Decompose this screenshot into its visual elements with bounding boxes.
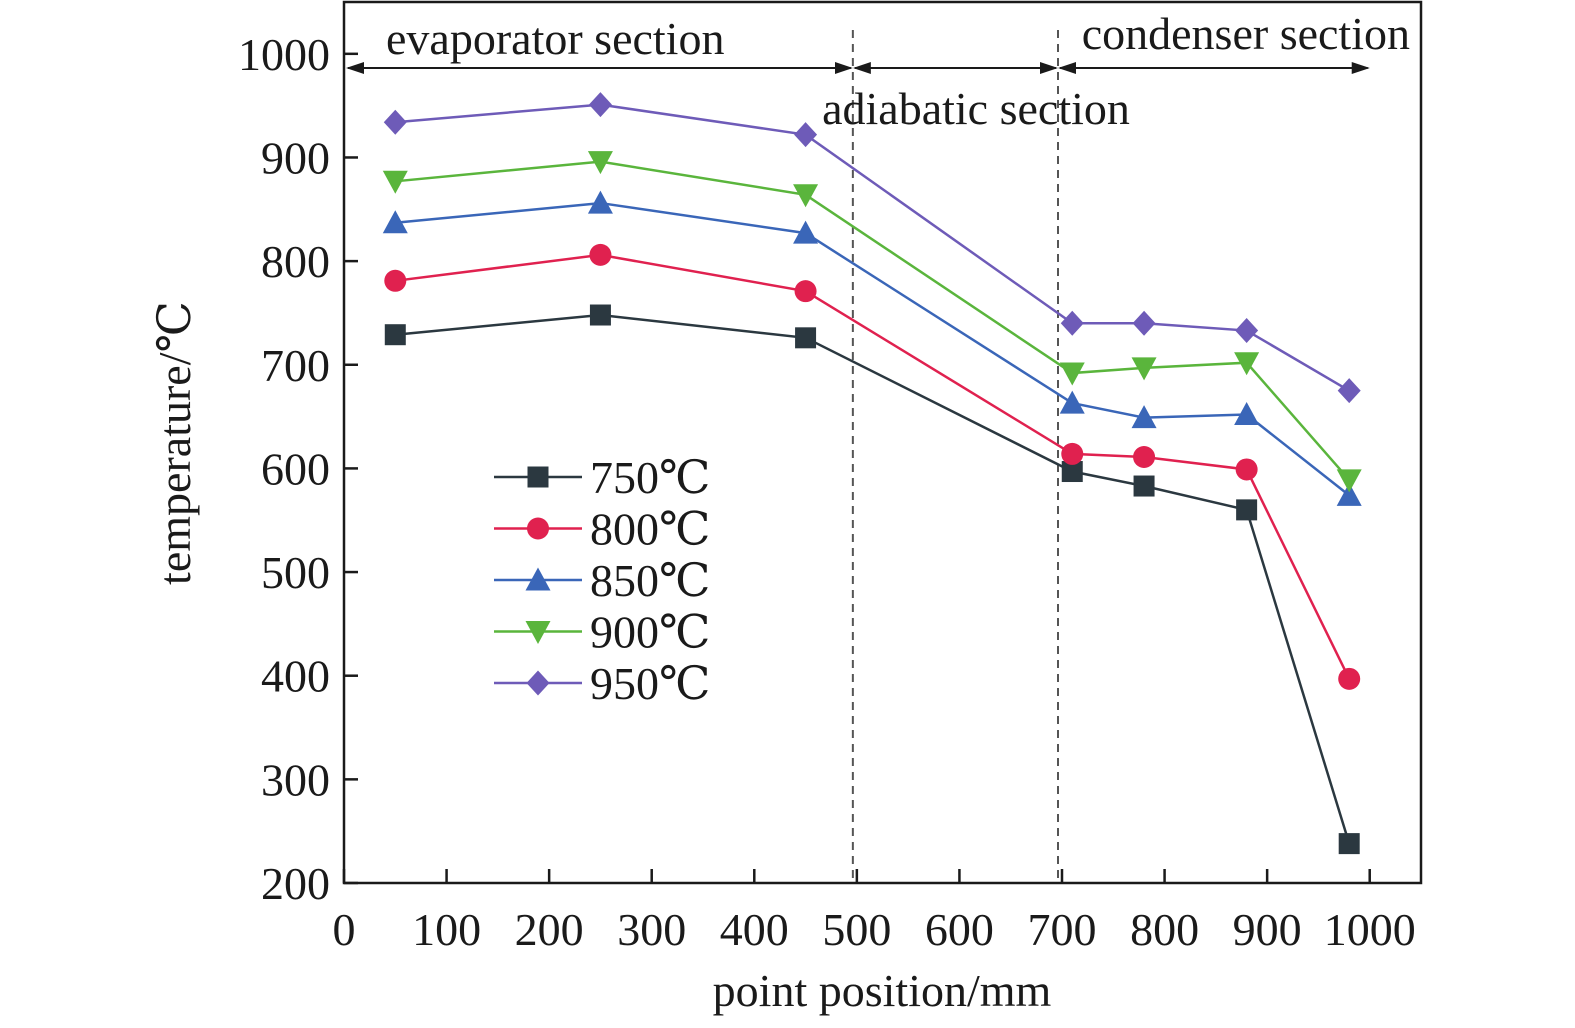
section-label: condenser section	[1082, 8, 1410, 59]
data-point	[794, 280, 817, 303]
legend-marker	[527, 517, 549, 540]
data-point	[1235, 318, 1259, 344]
data-point	[1061, 461, 1083, 483]
legend-label: 750℃	[590, 452, 710, 503]
legend-label: 850℃	[590, 555, 710, 606]
y-tick-label: 700	[261, 340, 330, 391]
legend-marker	[527, 466, 549, 488]
x-tick-label: 500	[822, 904, 891, 955]
x-tick-label: 600	[925, 904, 994, 955]
data-point	[1336, 482, 1362, 506]
legend-marker	[525, 621, 551, 644]
x-axis-title: point position/mm	[713, 965, 1052, 1016]
series-line-4	[395, 103, 1350, 392]
data-point	[587, 151, 613, 175]
x-tick-label: 700	[1028, 904, 1097, 955]
x-tick-label: 100	[412, 904, 481, 955]
y-axis: 200 300 400 500 600 700 800 900 1000	[238, 29, 358, 909]
data-point	[1336, 469, 1362, 493]
y-tick-label: 300	[261, 754, 330, 805]
data-point	[382, 170, 408, 194]
plot-frame	[342, 0, 1423, 885]
legend-label: 800℃	[590, 504, 710, 555]
series-markers	[382, 92, 1362, 855]
data-point	[382, 210, 408, 234]
data-point	[793, 220, 819, 244]
legend-label: 950℃	[590, 658, 710, 709]
data-point	[1338, 833, 1360, 855]
x-tick-label: 200	[515, 904, 584, 955]
data-point	[587, 190, 613, 214]
legend-marker	[525, 567, 551, 591]
data-point	[1059, 390, 1085, 414]
y-tick-label: 600	[261, 443, 330, 494]
data-point	[1131, 405, 1157, 429]
y-axis-title: temperature/℃	[149, 301, 200, 585]
data-point	[1234, 402, 1260, 426]
legend-label: 900℃	[590, 607, 710, 658]
data-point	[384, 324, 406, 346]
x-tick-label: 400	[720, 904, 789, 955]
data-point	[1061, 442, 1084, 465]
data-point	[795, 327, 817, 349]
data-point	[1059, 362, 1085, 386]
data-point	[384, 269, 407, 292]
y-tick-label: 800	[261, 236, 330, 287]
y-tick-label: 500	[261, 547, 330, 598]
data-point	[794, 122, 818, 148]
data-point	[1234, 352, 1260, 376]
legend-marker	[526, 670, 550, 696]
data-point	[1338, 667, 1361, 690]
data-point	[589, 304, 611, 326]
data-point	[1060, 310, 1084, 336]
y-tick-label: 1000	[238, 29, 330, 80]
section-label: adiabatic section	[822, 83, 1130, 134]
data-point	[383, 109, 407, 135]
data-point	[1131, 357, 1157, 381]
section-dividers	[851, 30, 1059, 883]
data-point	[1337, 378, 1361, 404]
x-tick-label: 300	[617, 904, 686, 955]
data-point	[1133, 446, 1156, 469]
data-point	[1235, 458, 1258, 481]
section-label: evaporator section	[386, 13, 724, 64]
x-tick-label: 1000	[1324, 904, 1416, 955]
y-tick-label: 200	[261, 858, 330, 909]
data-point	[1236, 499, 1258, 521]
x-axis: 0 100 200 300 400 500 600 700 800 900 1000	[333, 869, 1416, 955]
x-tick-label: 0	[333, 904, 356, 955]
y-tick-label: 900	[261, 132, 330, 183]
section-labels: evaporator section adiabatic section conde…	[386, 8, 1410, 134]
y-tick-label: 400	[261, 651, 330, 702]
series-line-2	[395, 201, 1350, 497]
data-point	[588, 92, 612, 118]
data-point	[589, 243, 612, 266]
data-point	[793, 184, 819, 208]
x-tick-label: 800	[1130, 904, 1199, 955]
data-point	[1133, 475, 1155, 497]
data-point	[1132, 310, 1156, 336]
x-tick-label: 900	[1233, 904, 1302, 955]
